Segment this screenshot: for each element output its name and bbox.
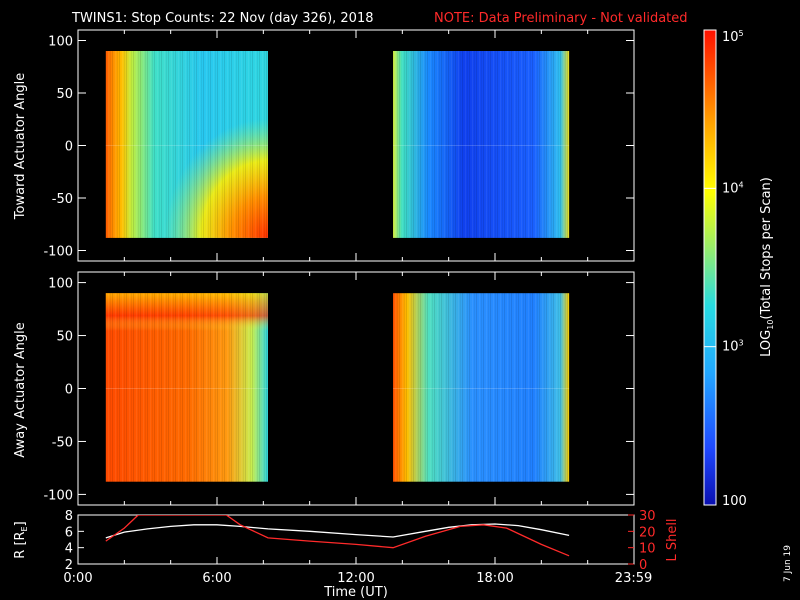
colorbar-ticks: 105 104 103 100 xyxy=(704,29,747,509)
y-tick-label: 0 xyxy=(65,140,73,155)
heatmap-texture xyxy=(393,51,570,238)
y-tick-label: 50 xyxy=(56,330,73,345)
orbit-trace-group xyxy=(105,515,570,557)
orbit-y-tick-label: 8 xyxy=(65,509,73,524)
top-panel-ylabel: Toward Actuator Angle xyxy=(13,73,28,220)
x-tick-label: 0:00 xyxy=(63,571,92,586)
y-tick-label: -100 xyxy=(43,245,73,260)
orbit-y-tick-label: 2 xyxy=(65,558,73,573)
colorbar-label: LOG10(Total Stops per Scan) xyxy=(759,177,775,357)
colorbar-tick-label: 100 xyxy=(722,494,747,509)
orbit-right-tick-label: 10 xyxy=(639,542,656,557)
orbit-traces xyxy=(105,515,570,557)
orbit-right-tick-label: 20 xyxy=(639,525,656,540)
orbit-panel-frame xyxy=(77,514,635,565)
orbit-left-ylabel: R [RE] xyxy=(13,521,29,558)
axes-layer: 100500-50-100100500-50-100864230201000:0… xyxy=(43,30,656,586)
lshell-trace xyxy=(105,515,570,557)
colorbar-tick-label: 104 xyxy=(722,180,744,196)
heatmap-texture xyxy=(105,51,268,238)
y-tick-label: -100 xyxy=(43,488,73,503)
heatmap-texture xyxy=(105,293,268,482)
plot-title: TWINS1: Stop Counts: 22 Nov (day 326), 2… xyxy=(71,11,374,26)
orbit-y-tick-label: 6 xyxy=(65,525,73,540)
orbit-right-tick-label: 0 xyxy=(639,558,647,573)
heatmap-layer xyxy=(105,51,570,482)
x-axis-label: Time (UT) xyxy=(323,585,388,600)
orbit-right-ylabel: L Shell xyxy=(665,518,680,561)
x-tick-label: 23:59 xyxy=(615,571,652,586)
heatmap-texture xyxy=(393,293,570,482)
x-tick-label: 12:00 xyxy=(337,571,374,586)
colorbar xyxy=(703,29,717,506)
y-tick-label: 50 xyxy=(56,87,73,102)
x-tick-label: 6:00 xyxy=(202,571,231,586)
colorbar-tick-label: 103 xyxy=(722,339,744,355)
y-tick-label: 100 xyxy=(48,277,73,292)
orbit-right-tick-label: 30 xyxy=(639,509,656,524)
y-tick-label: -50 xyxy=(52,192,73,207)
r-trace xyxy=(105,523,570,539)
colorbar-tick-label: 105 xyxy=(722,29,744,45)
x-tick-label: 18:00 xyxy=(476,571,513,586)
orbit-y-tick-label: 4 xyxy=(65,542,73,557)
y-tick-label: 0 xyxy=(65,383,73,398)
y-tick-label: 100 xyxy=(48,35,73,50)
date-stamp: 7 Jun 19 xyxy=(783,545,793,582)
preliminary-note: NOTE: Data Preliminary - Not validated xyxy=(434,11,688,26)
y-tick-label: -50 xyxy=(52,435,73,450)
bottom-panel-ylabel: Away Actuator Angle xyxy=(13,322,28,457)
